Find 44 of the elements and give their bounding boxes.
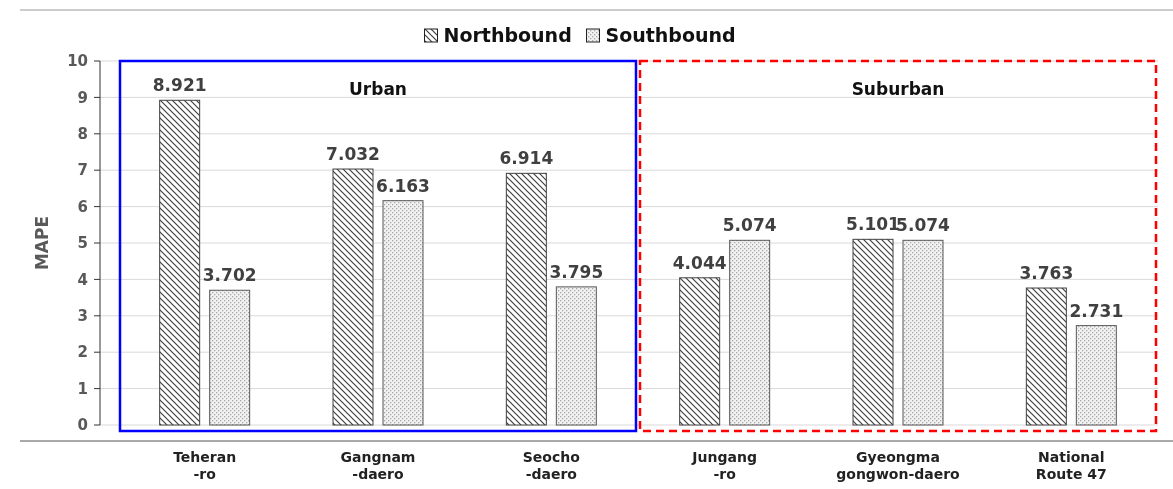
x-tick-label: Gangnam -daero [340, 449, 416, 482]
data-label: 6.163 [376, 175, 430, 196]
legend-label: Northbound [443, 24, 572, 46]
y-tick-label: 4 [77, 270, 88, 289]
data-label: 4.044 [672, 252, 727, 273]
data-label: 7.032 [326, 144, 380, 165]
legend-label: Southbound [605, 24, 736, 46]
data-label: 2.731 [1069, 300, 1124, 321]
y-tick-label: 3 [77, 307, 88, 326]
bar [332, 168, 374, 426]
x-tick-label: Teheran -ro [173, 449, 237, 482]
bar [1025, 287, 1067, 426]
bar [679, 277, 721, 426]
data-label: 3.702 [202, 265, 257, 286]
bar [505, 172, 547, 426]
y-tick-label: 0 [77, 416, 88, 435]
y-tick-label: 8 [77, 125, 88, 144]
x-tick-label: Jungang -ro [691, 449, 757, 482]
bar [729, 239, 771, 426]
x-tick-label: Seocho -daero [522, 449, 581, 482]
data-label: 3.763 [1019, 263, 1074, 284]
annotation: Suburban [851, 79, 945, 99]
x-tick-label: National Route 47 [1035, 449, 1107, 482]
y-tick-label: 9 [77, 88, 88, 107]
y-tick-label: 10 [67, 52, 88, 71]
data-label: 8.921 [152, 75, 207, 96]
y-tick-label: 7 [77, 161, 88, 180]
data-label: 6.914 [499, 148, 554, 169]
bar [209, 289, 251, 426]
annotation: Urban [349, 79, 407, 99]
bar [852, 238, 894, 426]
bar [382, 200, 424, 426]
y-tick-label: 1 [77, 379, 88, 398]
data-label: 3.795 [549, 261, 604, 282]
y-tick-label: 5 [77, 234, 88, 253]
bar [1075, 325, 1117, 426]
x-tick-label: Gyeongma gongwon-daero [836, 449, 961, 482]
bar [555, 286, 597, 426]
data-label: 5.074 [722, 215, 777, 236]
y-axis-title: MAPE [32, 215, 52, 271]
bar [159, 99, 201, 426]
y-tick-label: 6 [77, 197, 88, 216]
y-tick-label: 2 [77, 343, 88, 362]
bar [902, 239, 944, 426]
